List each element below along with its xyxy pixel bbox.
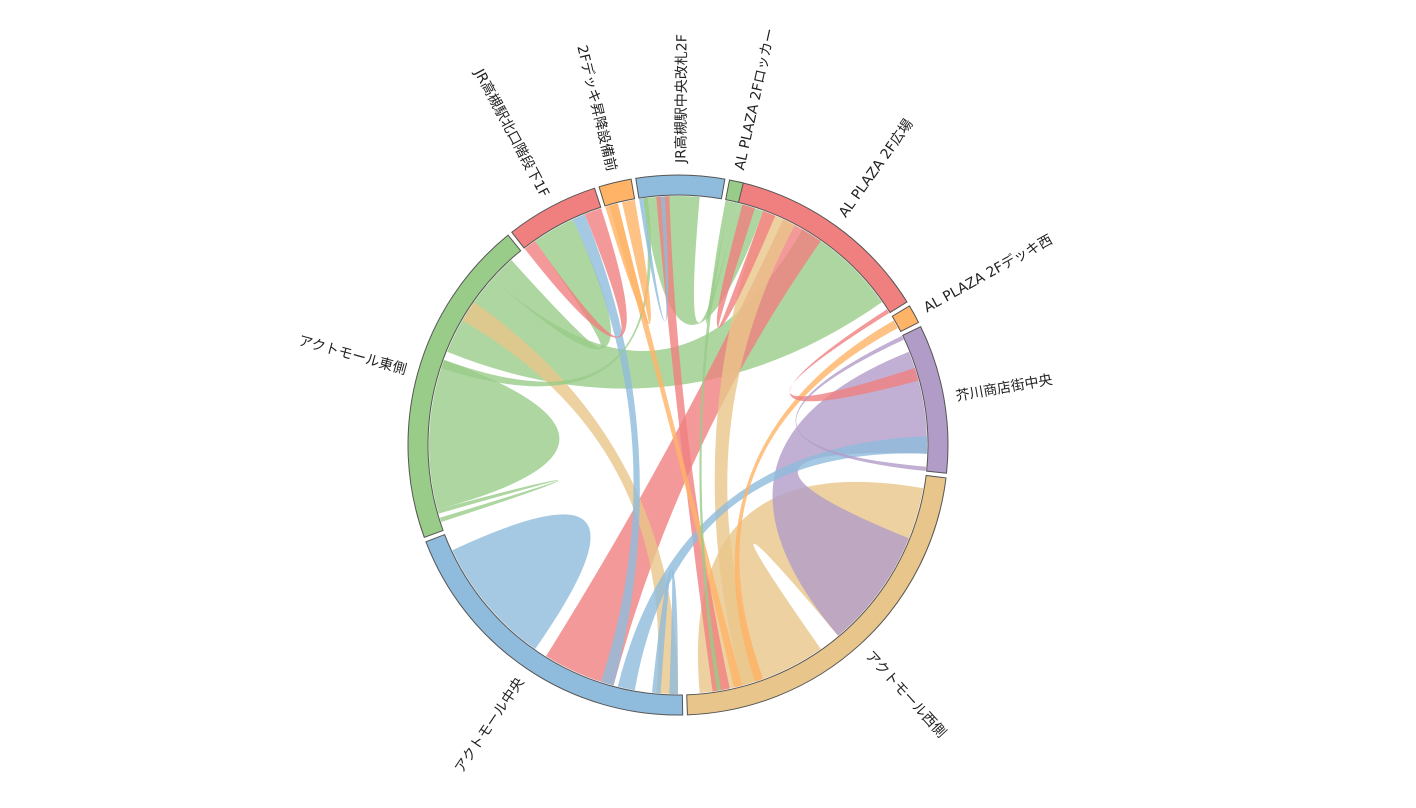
group-label: JR高槻駅中央改札2F xyxy=(672,34,690,164)
chord-ribbon xyxy=(714,211,795,686)
group-arc xyxy=(686,474,947,716)
chord-ribbon xyxy=(789,309,919,402)
group-label: 芥川商店街中央 xyxy=(954,372,1053,405)
chord-ribbon xyxy=(617,436,928,691)
chord-ribbon xyxy=(452,514,591,649)
group-label: アクトモール西側 xyxy=(862,648,949,741)
group-arc xyxy=(511,187,602,249)
group-label: アクトモール東側 xyxy=(297,333,409,378)
chord-ribbon xyxy=(734,320,898,682)
group-label: JR高槻駅北口階段下1F xyxy=(470,65,553,200)
chord-ribbon xyxy=(441,197,652,387)
chord-ribbon xyxy=(651,569,678,694)
group-arc xyxy=(425,533,684,716)
group-arc xyxy=(902,325,949,474)
chord-ribbon xyxy=(772,351,928,636)
group-label: 2Fデッキ昇降設備前 xyxy=(573,43,620,172)
chord-ribbon xyxy=(428,359,560,510)
group-label: アクトモール中央 xyxy=(452,675,528,776)
chord-ribbon xyxy=(656,196,730,692)
chord-ribbon xyxy=(609,203,743,688)
group-label: AL PLAZA 2Fロッカー xyxy=(732,27,779,172)
chord-ribbon xyxy=(437,480,559,522)
chord-ribbon xyxy=(447,229,882,389)
chord-ribbon xyxy=(492,219,611,350)
group-arc xyxy=(725,179,744,204)
chord-ribbon xyxy=(639,196,669,322)
group-arc xyxy=(407,234,522,538)
chord-ribbon xyxy=(605,199,651,325)
chord-ribbon xyxy=(716,204,776,328)
group-label: AL PLAZA 2Fデッキ西 xyxy=(921,231,1056,316)
group-arc xyxy=(635,174,726,200)
chord-ribbons xyxy=(428,196,928,694)
group-arc xyxy=(891,305,920,333)
group-arc xyxy=(733,181,908,314)
group-label: AL PLAZA 2F広場 xyxy=(836,116,917,220)
chord-ribbon xyxy=(705,201,739,324)
chord-ribbon xyxy=(524,208,627,338)
group-arc xyxy=(598,178,636,207)
group-arcs xyxy=(407,174,949,716)
